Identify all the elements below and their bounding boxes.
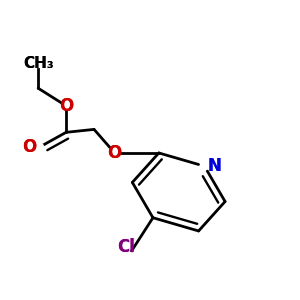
Text: Cl: Cl	[118, 238, 135, 256]
Text: O: O	[59, 97, 73, 115]
Circle shape	[26, 44, 50, 68]
Text: O: O	[59, 97, 73, 115]
Circle shape	[62, 102, 70, 110]
Text: O: O	[107, 144, 122, 162]
Text: Cl: Cl	[118, 238, 135, 256]
Text: O: O	[22, 138, 37, 156]
Text: CH₃: CH₃	[23, 56, 53, 71]
Text: N: N	[207, 157, 221, 175]
Circle shape	[201, 162, 208, 170]
Text: CH₃: CH₃	[23, 56, 53, 71]
Text: O: O	[107, 144, 122, 162]
Circle shape	[111, 149, 119, 157]
Text: O: O	[22, 138, 37, 156]
Circle shape	[36, 143, 43, 151]
Circle shape	[119, 251, 134, 267]
Text: N: N	[207, 157, 221, 175]
